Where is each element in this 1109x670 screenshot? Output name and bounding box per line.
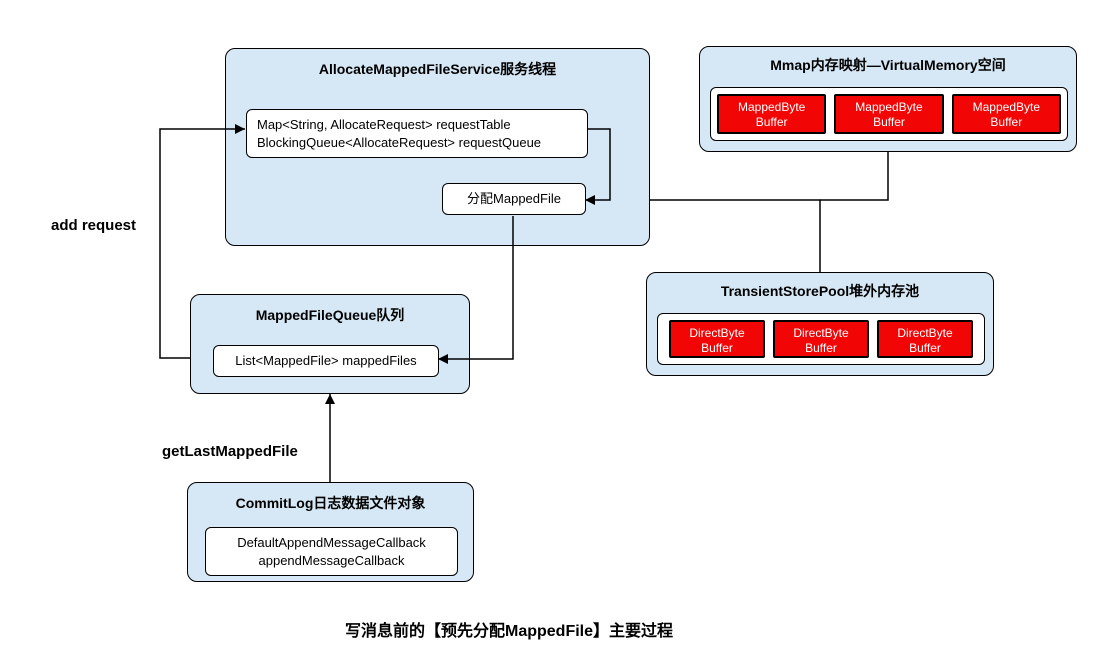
- mapped-byte-buffer: MappedByteBuffer: [834, 94, 943, 134]
- commitlog-callback-line1: DefaultAppendMessageCallback: [216, 534, 447, 552]
- allocate-service-requesttable: Map<String, AllocateRequest> requestTabl…: [246, 109, 588, 158]
- request-table-line1: Map<String, AllocateRequest> requestTabl…: [257, 116, 577, 134]
- mmap-title: Mmap内存映射—VirtualMemory空间: [700, 47, 1076, 83]
- mappedfile-list-text: List<MappedFile> mappedFiles: [235, 353, 416, 368]
- request-queue-line2: BlockingQueue<AllocateRequest> requestQu…: [257, 134, 577, 152]
- direct-byte-buffer: DirectByteBuffer: [669, 320, 765, 358]
- commitlog-title: CommitLog日志数据文件对象: [188, 483, 473, 527]
- mapped-byte-buffer: MappedByteBuffer: [717, 94, 826, 134]
- mmap-buffer-container: MappedByteBuffer MappedByteBuffer Mapped…: [710, 87, 1068, 141]
- allocate-service-box: AllocateMappedFileService服务线程 Map<String…: [225, 48, 650, 246]
- transient-pool-box: TransientStorePool堆外内存池 DirectByteBuffer…: [646, 272, 994, 376]
- allocate-mappedfile-text: 分配MappedFile: [467, 191, 561, 206]
- allocate-mappedfile-inner: 分配MappedFile: [442, 183, 586, 215]
- add-request-label: add request: [51, 217, 136, 234]
- mapped-byte-buffer: MappedByteBuffer: [952, 94, 1061, 134]
- mappedfile-queue-title: MappedFileQueue队列: [191, 295, 469, 339]
- mappedfile-list-inner: List<MappedFile> mappedFiles: [213, 345, 439, 377]
- commitlog-box: CommitLog日志数据文件对象 DefaultAppendMessageCa…: [187, 482, 474, 582]
- commitlog-callback-line2: appendMessageCallback: [216, 552, 447, 570]
- transient-pool-title: TransientStorePool堆外内存池: [647, 273, 993, 309]
- edge-mmap-to-inner2: [820, 152, 888, 200]
- allocate-service-title: AllocateMappedFileService服务线程: [226, 49, 649, 93]
- mmap-box: Mmap内存映射—VirtualMemory空间 MappedByteBuffe…: [699, 46, 1077, 152]
- mappedfile-queue-box: MappedFileQueue队列 List<MappedFile> mappe…: [190, 294, 470, 394]
- commitlog-callback-inner: DefaultAppendMessageCallback appendMessa…: [205, 527, 458, 576]
- transient-buffer-container: DirectByteBuffer DirectByteBuffer Direct…: [657, 313, 985, 365]
- direct-byte-buffer: DirectByteBuffer: [773, 320, 869, 358]
- edge-transient-to-inner2: [650, 200, 820, 272]
- direct-byte-buffer: DirectByteBuffer: [877, 320, 973, 358]
- get-last-mappedfile-label: getLastMappedFile: [162, 443, 298, 460]
- diagram-caption: 写消息前的【预先分配MappedFile】主要过程: [345, 617, 673, 641]
